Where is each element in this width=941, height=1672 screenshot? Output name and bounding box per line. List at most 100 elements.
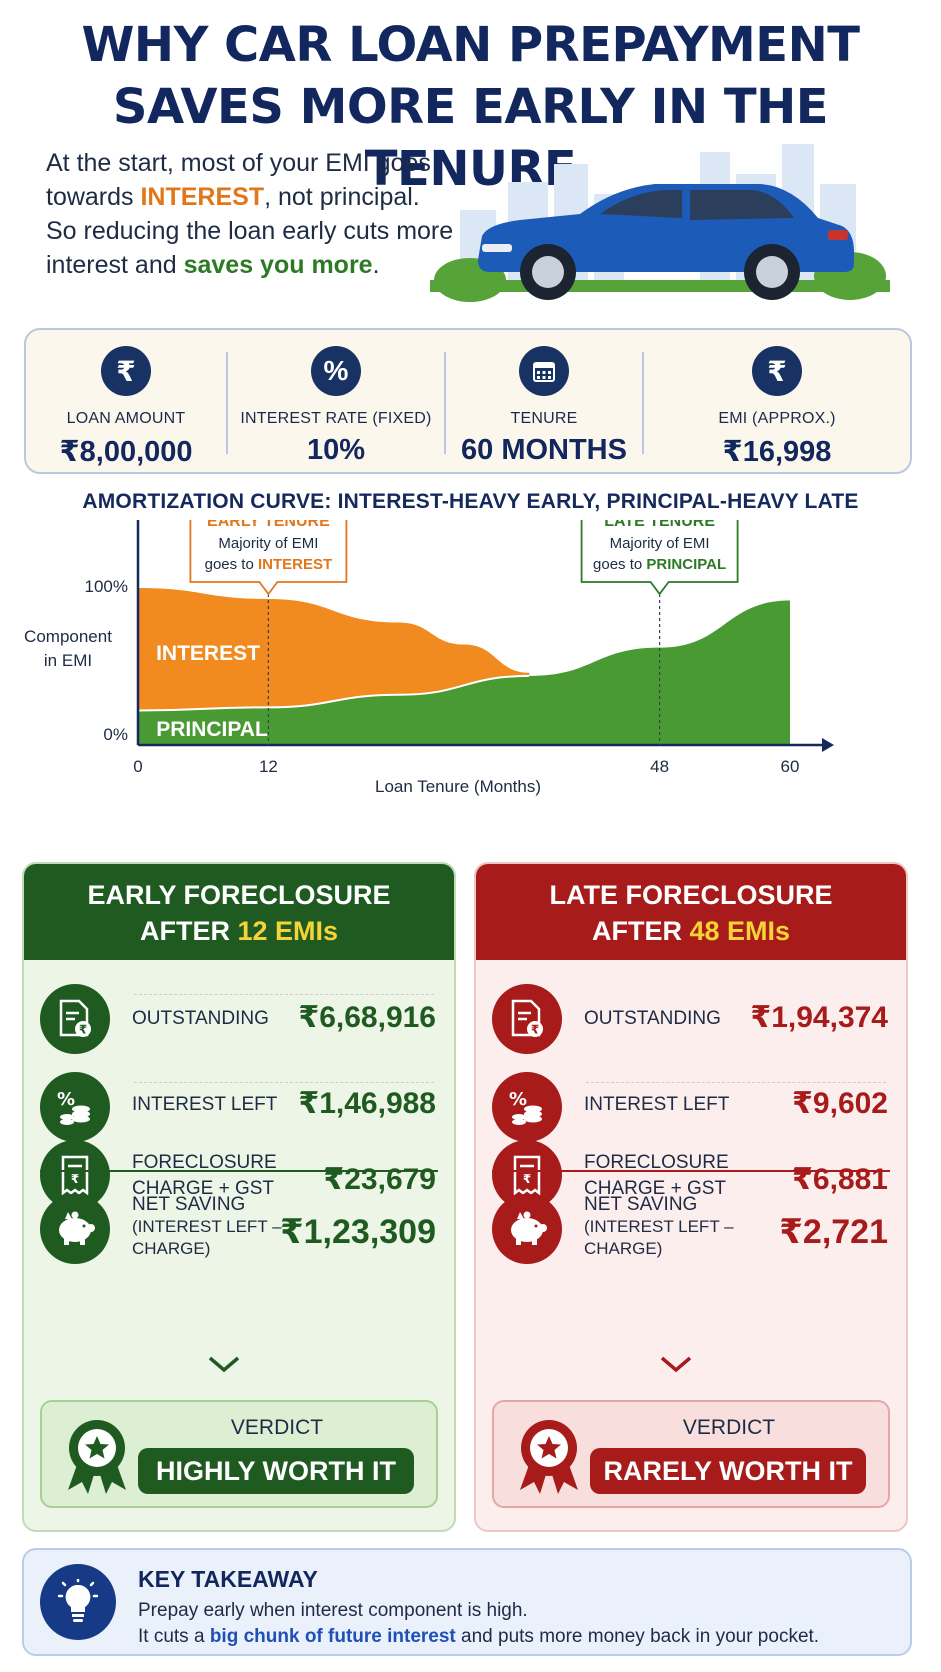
interest-left-value: ₹9,602: [792, 1087, 888, 1120]
annotation-callout: [580, 520, 739, 596]
svg-text:₹: ₹: [71, 1172, 79, 1186]
stat-value: ₹8,00,000: [59, 436, 193, 468]
takeaway-line-2: It cuts a big chunk of future interest a…: [138, 1626, 819, 1648]
x-tick-label: 0: [133, 757, 142, 776]
svg-text:%: %: [509, 1089, 527, 1110]
intro-text: .: [372, 251, 380, 279]
early-interest-left-row: % INTEREST LEFT ₹1,46,988: [24, 1062, 454, 1152]
row-separator: [586, 1082, 886, 1083]
intro-line: So reducing the loan early cuts more: [46, 217, 454, 245]
series-boundary-line: [137, 674, 530, 712]
svg-text:%: %: [57, 1089, 75, 1110]
divider: [444, 352, 446, 454]
verdict-value: HIGHLY WORTH IT: [138, 1448, 414, 1494]
takeaway-line-1: Prepay early when interest component is …: [138, 1600, 528, 1621]
late-outstanding-row: ₹ OUTSTANDING ₹1,94,374: [476, 974, 906, 1064]
annotation-line: Majority of EMI: [610, 535, 710, 552]
stat-interest-rate: % INTEREST RATE (FIXED) 10%: [228, 330, 444, 476]
late-verdict-box: VERDICT RARELY WORTH IT: [492, 1400, 890, 1508]
charge-label-line: CHARGE + GST: [584, 1178, 726, 1199]
annotation-callout: [189, 520, 348, 596]
charge-label: FORECLOSURE CHARGE + GST: [132, 1150, 277, 1202]
late-interest-left-row: % INTEREST LEFT ₹9,602: [476, 1062, 906, 1152]
row-separator: [134, 994, 434, 995]
takeaway-highlight: big chunk of future interest: [209, 1626, 456, 1647]
stat-label: TENURE: [510, 410, 578, 427]
early-header-highlight: 12 EMIs: [237, 916, 339, 946]
page-title: WHY CAR LOAN PREPAYMENT SAVES MORE EARLY…: [0, 14, 941, 200]
late-net-saving-row: NET SAVING (INTEREST LEFT – CHARGE) ₹2,721: [476, 1182, 906, 1272]
document-rupee-icon: ₹: [40, 984, 110, 1054]
stat-value: ₹16,998: [722, 436, 832, 468]
annotation-line: goes to INTEREST: [205, 556, 333, 573]
intro-line: At the start, most of your EMI goes: [46, 149, 431, 177]
row-separator-solid: [40, 1170, 438, 1172]
key-takeaway-box: KEY TAKEAWAY Prepay early when interest …: [22, 1548, 912, 1656]
intro-text: towards: [46, 183, 141, 211]
stat-label: EMI (APPROX.): [718, 410, 836, 427]
intro-highlight-interest: INTEREST: [140, 183, 265, 211]
interest-left-value: ₹1,46,988: [298, 1087, 436, 1120]
outstanding-label: OUTSTANDING: [132, 1008, 269, 1029]
net-label-line: CHARGE): [132, 1239, 211, 1258]
net-saving-value: ₹1,23,309: [279, 1213, 436, 1251]
intro-paragraph-2: So reducing the loan early cuts more int…: [46, 214, 466, 282]
chevron-down-icon: [646, 1352, 706, 1382]
piggy-bank-icon: [492, 1194, 562, 1264]
takeaway-text: It cuts a: [138, 1626, 210, 1647]
charge-label-line: CHARGE + GST: [132, 1178, 274, 1199]
early-header-line-2: AFTER 12 EMIs: [24, 913, 454, 949]
percent-coins-icon: %: [40, 1072, 110, 1142]
y-axis-label: in EMI: [44, 651, 92, 670]
early-foreclosure-card: EARLY FORECLOSURE AFTER 12 EMIs ₹ OUTSTA…: [22, 862, 456, 1532]
percent-icon: %: [311, 346, 361, 396]
annotation-title: EARLY TENURE: [207, 520, 330, 530]
net-label-line: (INTEREST LEFT –: [132, 1217, 282, 1236]
svg-text:₹: ₹: [79, 1023, 87, 1037]
title-line-2: SAVES MORE EARLY IN THE TENURE: [112, 79, 829, 197]
verdict-label: VERDICT: [230, 1416, 324, 1439]
y-tick-label: 100%: [85, 577, 128, 596]
loan-stats-panel: ₹ LOAN AMOUNT ₹8,00,000 % INTEREST RATE …: [24, 328, 912, 474]
charge-value: ₹6,881: [792, 1163, 888, 1196]
stat-value: 10%: [306, 434, 366, 466]
early-verdict-box: VERDICT HIGHLY WORTH IT: [40, 1400, 438, 1508]
car-illustration: [430, 144, 890, 302]
principal-area: [138, 600, 790, 745]
intro-paragraph-1: At the start, most of your EMI goes towa…: [46, 146, 466, 214]
amortization-chart: INTEREST PRINCIPAL 0% 100% Component in EMI 0 1…: [24, 520, 834, 796]
late-foreclosure-card: LATE FORECLOSURE AFTER 48 EMIs ₹ OUTSTAN…: [474, 862, 908, 1532]
rupee-icon: ₹: [101, 346, 151, 396]
outstanding-value: ₹6,68,916: [298, 1001, 436, 1034]
net-label-line: CHARGE): [584, 1239, 663, 1258]
y-axis-label: Component: [24, 627, 112, 646]
late-header-line-2: AFTER 48 EMIs: [476, 913, 906, 949]
row-separator: [134, 1082, 434, 1083]
percent-coins-icon: %: [492, 1072, 562, 1142]
charge-value: ₹23,679: [323, 1163, 436, 1196]
divider: [226, 352, 228, 454]
rupee-icon: ₹: [752, 346, 802, 396]
charge-label-line: FORECLOSURE: [132, 1152, 277, 1173]
intro-line: towards INTEREST, not principal.: [46, 180, 466, 214]
svg-text:₹: ₹: [523, 1172, 531, 1186]
award-badge-icon: [68, 1420, 126, 1494]
charge-label-line: FORECLOSURE: [584, 1152, 729, 1173]
car-body: [478, 184, 854, 300]
annotation-title: LATE TENURE: [604, 520, 715, 530]
verdict-value: RARELY WORTH IT: [590, 1448, 866, 1494]
charge-label: FORECLOSURE CHARGE + GST: [584, 1150, 729, 1202]
interest-left-label: INTEREST LEFT: [132, 1094, 278, 1115]
late-header-text: AFTER: [591, 916, 690, 946]
late-header-line-1: LATE FORECLOSURE: [549, 880, 833, 910]
piggy-bank-icon: [40, 1194, 110, 1264]
calendar-icon: [519, 346, 569, 396]
outstanding-label: OUTSTANDING: [584, 1008, 721, 1029]
stat-value: 60 MONTHS: [461, 434, 627, 466]
net-saving-label: NET SAVING (INTEREST LEFT – CHARGE): [132, 1194, 282, 1260]
interest-left-label: INTEREST LEFT: [584, 1094, 730, 1115]
verdict-label: VERDICT: [682, 1416, 776, 1439]
chart-title: AMORTIZATION CURVE: INTEREST-HEAVY EARLY…: [82, 490, 859, 513]
series-label-interest: INTEREST: [156, 642, 260, 665]
early-header-text: AFTER: [139, 916, 238, 946]
